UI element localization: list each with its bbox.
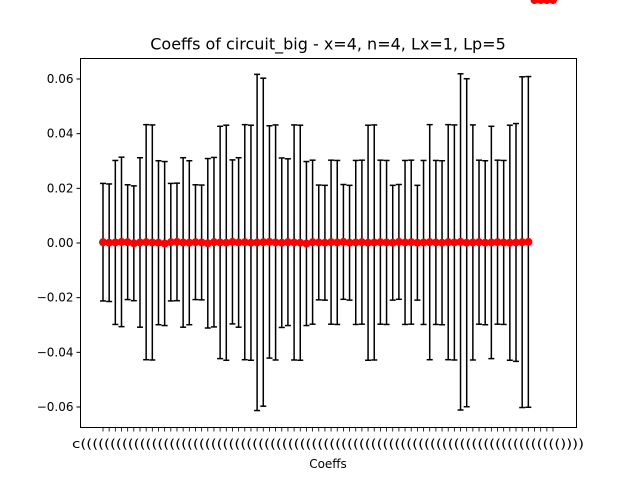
data-point [413, 238, 422, 247]
data-point [493, 238, 502, 247]
data-point [203, 239, 212, 248]
data-point [283, 238, 292, 247]
data-point [407, 238, 416, 247]
x-axis-label: Coeffs [309, 457, 347, 471]
data-point [166, 238, 175, 247]
data-point [99, 238, 107, 247]
data-point [209, 238, 218, 247]
data-point [142, 238, 151, 247]
data-point [308, 238, 317, 247]
data-point [401, 238, 410, 247]
data-point [277, 238, 286, 247]
data-point [191, 238, 200, 247]
data-point [185, 238, 194, 247]
data-point [197, 238, 206, 247]
data-point [425, 238, 434, 247]
data-point [542, 0, 551, 4]
data-point [314, 238, 323, 247]
data-point [296, 238, 305, 247]
data-point [246, 238, 255, 247]
data-point [499, 238, 508, 247]
data-point [468, 238, 477, 247]
data-point [376, 238, 385, 247]
x-tick-labels: c(((((((((((((((((((((((((((((((((((((((… [72, 437, 584, 451]
data-point [394, 237, 403, 246]
data-point [456, 237, 465, 246]
data-point [549, 0, 557, 4]
data-point [345, 238, 354, 247]
y-tick-label: −0.04 [37, 345, 74, 359]
data-point [172, 237, 181, 246]
data-point [179, 238, 188, 247]
data-point [524, 237, 533, 246]
data-point [462, 238, 471, 247]
data-point [475, 238, 484, 247]
data-point [357, 238, 366, 247]
data-point [320, 238, 329, 247]
data-point [234, 238, 243, 247]
data-point [364, 238, 373, 247]
data-point [135, 238, 144, 247]
data-point [431, 238, 440, 247]
data-point [339, 237, 348, 246]
data-point [253, 238, 262, 247]
data-point [123, 238, 132, 247]
data-point [481, 238, 490, 247]
data-point [512, 238, 521, 247]
data-point [240, 238, 249, 247]
data-point [388, 238, 397, 247]
data-point [111, 238, 120, 247]
y-tick-label: −0.06 [37, 400, 74, 414]
data-point [290, 238, 299, 247]
data-point [265, 237, 274, 246]
data-point [530, 0, 539, 4]
data-point [216, 238, 225, 247]
data-point [117, 237, 126, 246]
y-axis: −0.06 −0.04 −0.02 0.00 0.02 0.04 0.06 [37, 72, 81, 414]
data-point [154, 238, 163, 247]
y-tick-label: −0.02 [37, 291, 74, 305]
data-point [505, 238, 514, 247]
data-point [271, 238, 280, 247]
data-point [450, 238, 459, 247]
data-point [438, 238, 447, 247]
data-point [370, 238, 379, 247]
chart-title: Coeffs of circuit_big - x=4, n=4, Lx=1, … [150, 35, 506, 55]
data-point [444, 238, 453, 247]
y-tick-label: 0.00 [47, 236, 74, 250]
data-point [419, 238, 428, 247]
data-point [487, 238, 496, 247]
data-point [302, 239, 311, 248]
data-point [518, 238, 527, 247]
data-point [228, 237, 237, 246]
data-point [105, 238, 114, 247]
data-point [536, 0, 545, 4]
data-point [222, 238, 231, 247]
data-point [327, 238, 336, 247]
x-axis [102, 427, 554, 432]
data-point [382, 238, 391, 247]
data-point [259, 238, 268, 247]
data-point [351, 238, 360, 247]
data-point [148, 238, 157, 247]
y-tick-label: 0.02 [47, 181, 74, 195]
y-tick-label: 0.06 [47, 72, 74, 86]
data-point [129, 239, 138, 248]
data-point [160, 239, 169, 248]
y-tick-label: 0.04 [47, 127, 74, 141]
plot-area [99, 0, 557, 412]
data-point [333, 238, 342, 247]
